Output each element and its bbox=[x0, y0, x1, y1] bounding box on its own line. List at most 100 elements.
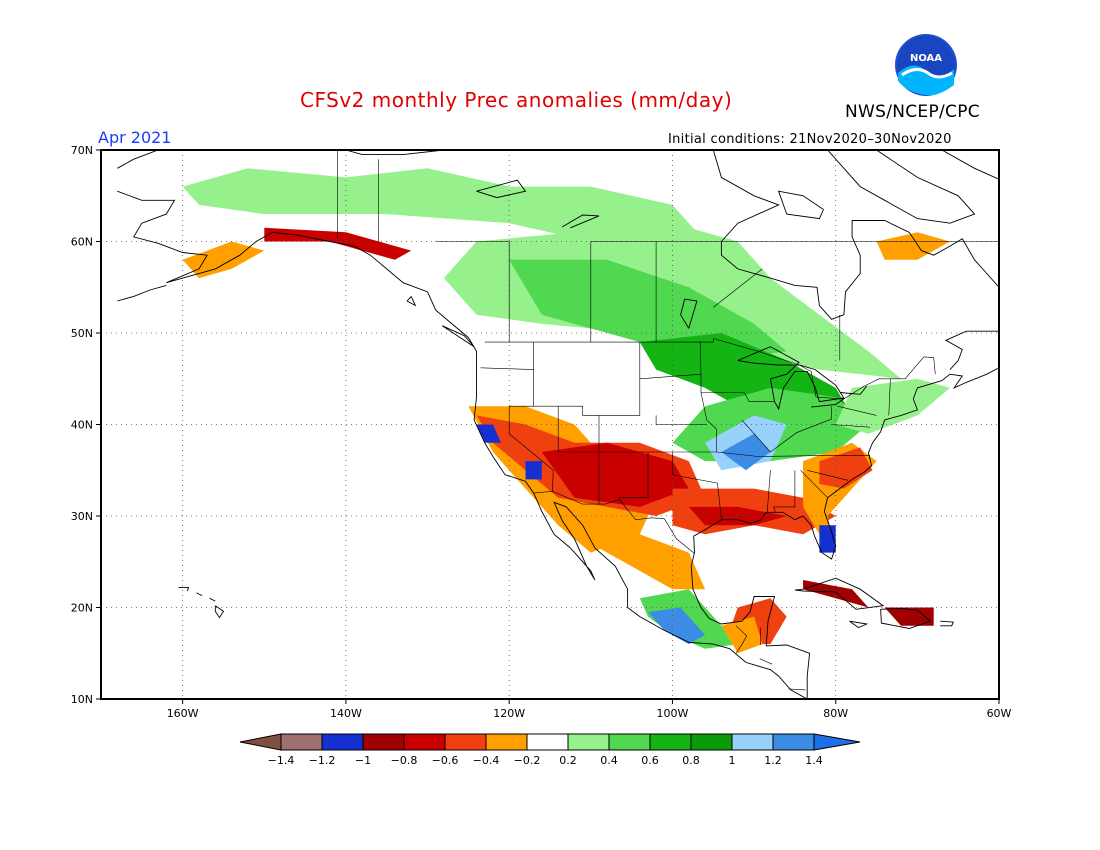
region-southwest-darkred bbox=[541, 442, 689, 507]
lat-label: 70N bbox=[71, 144, 93, 157]
coastline bbox=[777, 190, 824, 220]
region-socal-blue bbox=[525, 461, 542, 480]
colorbar-label: −1.2 bbox=[309, 754, 336, 767]
coastline bbox=[712, 150, 999, 370]
colorbar-label: 1.4 bbox=[805, 754, 823, 767]
political-border bbox=[759, 658, 773, 665]
political-border bbox=[807, 470, 849, 481]
colorbar-label: −0.4 bbox=[473, 754, 500, 767]
lon-label: 120W bbox=[493, 707, 525, 720]
coastline bbox=[345, 150, 444, 156]
coastline bbox=[178, 586, 189, 592]
colorbar-label: −0.8 bbox=[391, 754, 418, 767]
coastline bbox=[849, 620, 869, 629]
coastline bbox=[214, 605, 225, 619]
noaa-logo-icon: NOAA bbox=[895, 34, 957, 96]
coastline bbox=[196, 592, 203, 597]
political-border bbox=[700, 392, 717, 452]
lon-label: 160W bbox=[167, 707, 199, 720]
lat-label: 60N bbox=[71, 236, 93, 249]
coastline bbox=[941, 150, 999, 180]
colorbar: −1.4 −1.2 −1 −0.8 −0.6 −0.4 −0.2 0.2 0.4 0.6 0.8 1 1… bbox=[239, 733, 861, 767]
political-border bbox=[533, 490, 695, 554]
colorbar-high-arrow bbox=[813, 733, 861, 751]
region-gulf-coast-darkred bbox=[688, 506, 787, 526]
coastline bbox=[811, 398, 845, 408]
region-northeast-green bbox=[835, 378, 950, 434]
political-border bbox=[484, 338, 936, 400]
coastline bbox=[690, 367, 999, 699]
initial-conditions-label: Initial conditions: 21Nov2020–30Nov2020 bbox=[668, 132, 952, 147]
political-border bbox=[700, 374, 775, 402]
coastline bbox=[1003, 319, 1058, 363]
colorbar-label: −1.4 bbox=[268, 754, 295, 767]
lat-label: 20N bbox=[71, 602, 93, 615]
colorbar-box bbox=[772, 733, 815, 751]
political-border bbox=[741, 406, 832, 453]
coastline bbox=[561, 214, 600, 229]
colorbar-box bbox=[280, 733, 323, 751]
region-mexico-south-blue bbox=[648, 607, 706, 645]
lon-label: 60W bbox=[987, 707, 1012, 720]
noaa-logo-text: NOAA bbox=[910, 53, 942, 64]
coastline bbox=[117, 150, 159, 169]
colorbar-box bbox=[608, 733, 651, 751]
colorbar-box bbox=[321, 733, 364, 751]
coastline bbox=[406, 296, 417, 307]
coastline bbox=[880, 607, 932, 629]
colorbar-box bbox=[403, 733, 446, 751]
colorbar-label: 0.8 bbox=[682, 754, 700, 767]
colorbar-label: 0.4 bbox=[600, 754, 618, 767]
colorbar-label: 1.2 bbox=[764, 754, 782, 767]
colorbar-label: 0.6 bbox=[641, 754, 659, 767]
political-border bbox=[788, 688, 806, 691]
political-border bbox=[735, 625, 748, 654]
colorbar-box bbox=[690, 733, 733, 751]
coastline bbox=[209, 597, 216, 602]
coastline bbox=[117, 284, 167, 302]
coastline bbox=[680, 298, 698, 329]
region-hispaniola-red bbox=[884, 607, 934, 626]
political-border bbox=[557, 406, 870, 457]
region-baffin-orange bbox=[876, 232, 950, 260]
region-california-blue bbox=[476, 424, 501, 443]
lat-label: 10N bbox=[71, 693, 93, 706]
colorbar-label: 1 bbox=[729, 754, 736, 767]
coastline bbox=[839, 385, 868, 395]
coastline bbox=[476, 179, 527, 199]
valid-month-label: Apr 2021 bbox=[98, 128, 172, 147]
political-border bbox=[831, 424, 871, 428]
colorbar-box bbox=[731, 733, 774, 751]
region-midwest-midblue bbox=[721, 433, 771, 471]
colorbar-label: −1 bbox=[355, 754, 371, 767]
colorbar-box bbox=[649, 733, 692, 751]
region-caribbean-red bbox=[803, 580, 869, 608]
political-border bbox=[672, 452, 722, 519]
colorbar-box bbox=[485, 733, 528, 751]
coastline bbox=[940, 620, 954, 627]
political-border bbox=[509, 342, 641, 416]
coastline bbox=[827, 150, 976, 224]
coastline bbox=[794, 577, 885, 610]
agency-label: NWS/NCEP/CPC bbox=[845, 102, 980, 122]
lon-label: 80W bbox=[823, 707, 848, 720]
lat-label: 30N bbox=[71, 510, 93, 523]
colorbar-box bbox=[567, 733, 610, 751]
region-carolina-red bbox=[819, 447, 873, 489]
colorbar-label: 0.2 bbox=[559, 754, 577, 767]
coastline bbox=[441, 325, 475, 348]
coastline bbox=[737, 346, 845, 411]
latitude-labels: 70N 60N 50N 40N 30N 20N 10N bbox=[71, 144, 101, 706]
colorbar-label: −0.2 bbox=[514, 754, 541, 767]
lat-label: 40N bbox=[71, 419, 93, 432]
political-border bbox=[773, 470, 796, 513]
region-alaska-peninsula-red bbox=[182, 241, 265, 279]
political-border bbox=[837, 405, 877, 416]
political-border bbox=[766, 470, 771, 513]
lat-label: 50N bbox=[71, 327, 93, 340]
longitude-labels: 160W 140W 120W 100W 80W 60W bbox=[167, 699, 1012, 720]
lon-label: 100W bbox=[657, 707, 689, 720]
political-border bbox=[713, 268, 763, 308]
coastline bbox=[117, 190, 808, 699]
